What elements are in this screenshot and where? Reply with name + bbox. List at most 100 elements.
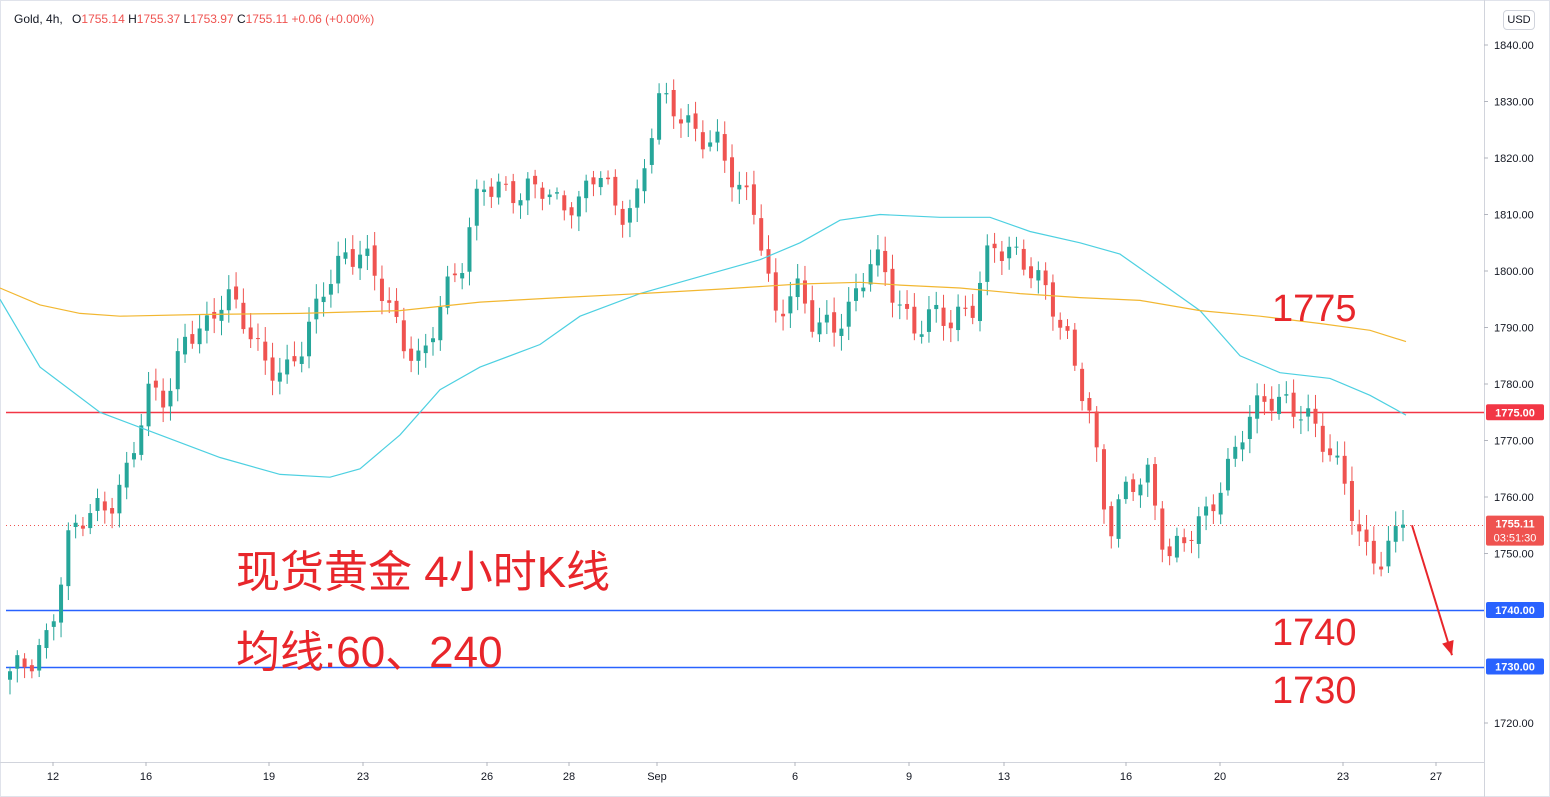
candle-body <box>1014 246 1019 248</box>
candle-body <box>613 176 618 206</box>
candle-body <box>423 345 428 354</box>
candle-body <box>1284 394 1289 396</box>
candle-body <box>307 321 312 357</box>
candle-body <box>795 278 800 298</box>
symbol-label[interactable]: Gold, 4h, <box>14 12 63 26</box>
candle-body <box>336 255 341 284</box>
candle-body <box>234 286 239 300</box>
candle-body <box>627 208 632 223</box>
candle-body <box>1050 282 1055 317</box>
annotation-level-1740: 1740 <box>1272 612 1357 654</box>
annotation-level-1775: 1775 <box>1272 288 1357 330</box>
candle-body <box>343 252 348 259</box>
candle-body <box>817 322 822 335</box>
candle-body <box>620 208 625 225</box>
currency-button[interactable]: USD <box>1503 10 1535 30</box>
candle-body <box>139 425 144 455</box>
candle-body <box>518 200 523 206</box>
candle-body <box>431 338 436 343</box>
candle-body <box>95 498 100 511</box>
candle-body <box>452 273 457 276</box>
x-tick-label: 9 <box>906 771 912 783</box>
candle-body <box>722 134 727 161</box>
candle-body <box>868 264 873 285</box>
high-value: 1755.37 <box>136 12 181 26</box>
candle-body <box>168 390 173 407</box>
candle-body <box>146 383 151 427</box>
candle-body <box>1320 425 1325 452</box>
candle-body <box>321 296 326 303</box>
annotation-level-1730: 1730 <box>1272 670 1357 712</box>
candle-body <box>977 282 982 322</box>
candle-body <box>591 177 596 185</box>
candle-body <box>22 658 27 668</box>
candle-body <box>576 196 581 217</box>
candle-body <box>664 93 669 95</box>
candle-body <box>671 89 676 117</box>
candle-body <box>554 192 559 194</box>
candle-body <box>1029 266 1034 279</box>
candle-body <box>37 645 42 671</box>
y-tick-label: 1770.00 <box>1494 436 1534 448</box>
candle-body <box>1087 398 1092 411</box>
candle-body <box>1313 408 1318 424</box>
candle-body <box>66 530 71 587</box>
candle-body <box>248 327 253 340</box>
x-tick-label: 26 <box>481 771 493 783</box>
candle-body <box>606 177 611 180</box>
candle-body <box>737 184 742 190</box>
x-tick-label: Sep <box>647 771 667 783</box>
candle-body <box>365 248 370 256</box>
y-tick-label: 1760.00 <box>1494 492 1534 504</box>
candle-body <box>1189 539 1194 542</box>
candle-body <box>372 245 377 276</box>
candle-body <box>708 142 713 147</box>
candle-body <box>1218 492 1223 515</box>
candle-body <box>657 93 662 140</box>
candle-body <box>1328 448 1333 456</box>
candle-body <box>1138 484 1143 496</box>
candle-body <box>1167 546 1172 557</box>
price-label-box <box>1486 658 1544 675</box>
candle-body <box>678 119 683 124</box>
candle-body <box>540 187 545 199</box>
price-label-text: 1775.00 <box>1495 407 1535 419</box>
candle-body <box>547 194 552 198</box>
candle-body <box>73 522 78 527</box>
candle-body <box>299 356 304 364</box>
ohlc-values: O1755.14 H1755.37 L1753.97 C1755.11 +0.0… <box>72 12 374 26</box>
candle-body <box>1196 516 1201 544</box>
candle-body <box>190 334 195 344</box>
candle-body <box>255 338 260 340</box>
candle-body <box>445 276 450 308</box>
candle-body <box>1225 458 1230 491</box>
y-tick-label: 1840.00 <box>1494 40 1534 52</box>
price-label-box <box>1486 515 1544 546</box>
candle-body <box>474 188 479 226</box>
candle-body <box>1291 392 1296 417</box>
candle-body <box>773 272 778 311</box>
candle-body <box>59 584 64 623</box>
candle-body <box>197 328 202 345</box>
candle-body <box>890 268 895 303</box>
candle-body <box>1247 416 1252 440</box>
candle-body <box>824 314 829 323</box>
chart-annotation-title: 现货黄金 4小时K线 <box>236 548 611 597</box>
candle-body <box>1364 529 1369 542</box>
candle-body <box>226 289 231 311</box>
candle-body <box>314 298 319 320</box>
candle-body <box>788 296 793 314</box>
candle-body <box>482 189 487 193</box>
candle-body <box>496 181 501 198</box>
candle-body <box>941 307 946 326</box>
candle-body <box>1109 506 1114 537</box>
candle-body <box>693 113 698 129</box>
candle-body <box>1116 499 1121 539</box>
change-value: +0.06 (+0.00%) <box>291 12 375 26</box>
price-label-text: 1740.00 <box>1495 605 1535 617</box>
candle-body <box>270 357 275 381</box>
x-tick-label: 27 <box>1430 771 1442 783</box>
candle-body <box>1058 319 1063 328</box>
